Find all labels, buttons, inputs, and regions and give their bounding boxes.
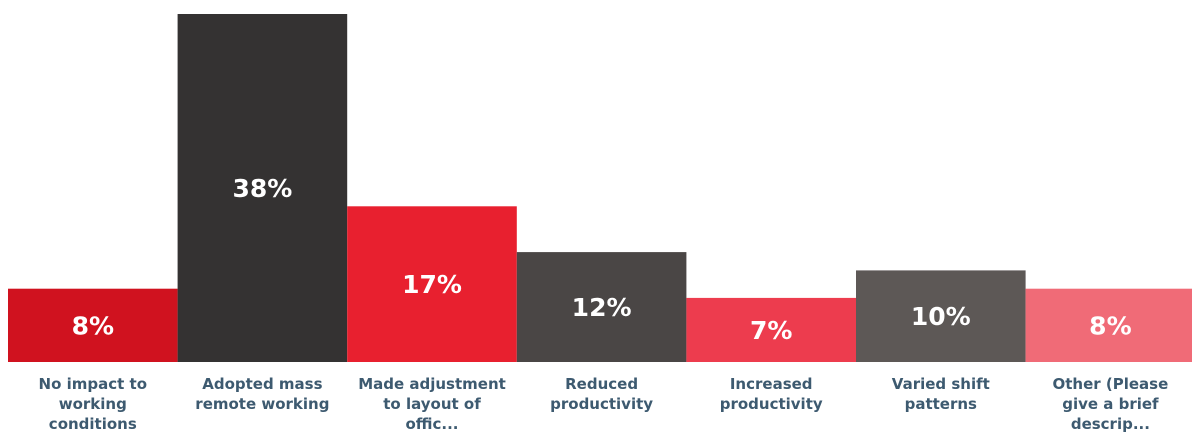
bar-7 <box>1025 288 1192 362</box>
bar-value-label-2: 38% <box>232 174 292 203</box>
bar-4 <box>516 252 687 362</box>
category-label-2: Adopted mass remote working <box>195 375 330 413</box>
category-label-6: Varied shift patterns <box>891 375 990 413</box>
bar-5 <box>686 297 856 362</box>
bar-value-label-3: 17% <box>402 270 462 299</box>
bar-1 <box>8 288 178 362</box>
value-labels-group: 8% 38% 17% 12% 7% 10% 8% <box>72 174 1132 345</box>
category-label-7: Other (Please give a brief descrip... <box>1052 375 1169 433</box>
bar-3 <box>347 206 517 362</box>
bar-2 <box>177 14 348 362</box>
bar-value-label-6: 10% <box>911 302 971 331</box>
bar-value-label-4: 12% <box>572 293 632 322</box>
bar-value-label-1: 8% <box>72 311 114 340</box>
category-label-4: Reduced productivity <box>550 375 654 413</box>
bars-group <box>8 14 1192 362</box>
category-label-3: Made adjustment to layout of offic... <box>358 375 506 433</box>
bar-value-label-7: 8% <box>1089 311 1131 340</box>
category-label-1: No impact to working conditions <box>38 375 148 433</box>
bar-value-label-5: 7% <box>750 316 792 345</box>
category-label-5: Increased productivity <box>719 375 823 413</box>
bar-6 <box>856 270 1026 362</box>
